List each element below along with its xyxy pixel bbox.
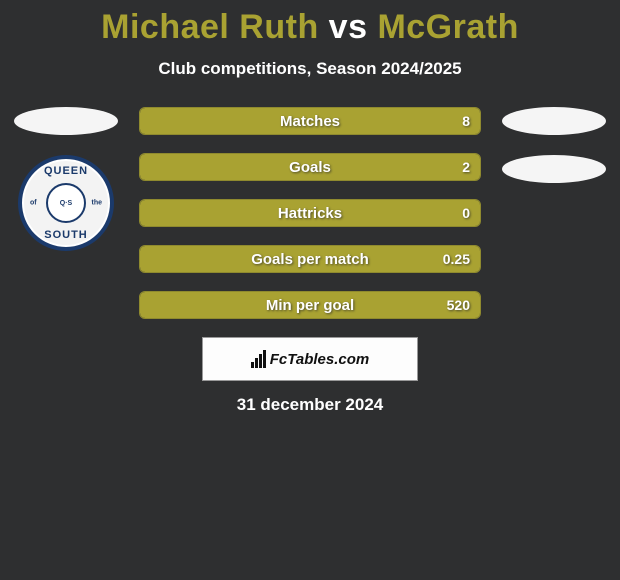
bar-value-right: 0.25: [443, 251, 470, 267]
subtitle: Club competitions, Season 2024/2025: [0, 59, 620, 79]
stat-bars: Matches 8 Goals 2 Hattricks 0 Goals per match 0…: [139, 107, 481, 319]
bar-value-right: 0: [462, 205, 470, 221]
badge-center-icon: Q·S: [46, 183, 86, 223]
player2-photo-slot: [499, 107, 609, 135]
vs-text: vs: [319, 8, 378, 46]
player1-name: Michael Ruth: [101, 8, 319, 46]
date-text: 31 december 2024: [0, 395, 620, 415]
bar-label: Goals per match: [251, 251, 369, 268]
bar-value-right: 8: [462, 113, 470, 129]
bar-label: Matches: [280, 113, 340, 130]
badge-text-top: QUEEN: [22, 165, 110, 177]
right-column: [499, 107, 609, 183]
comparison-infographic: Michael Ruth vs McGrath Club competition…: [0, 0, 620, 415]
ellipse-placeholder-icon: [502, 155, 606, 183]
main-row: QUEEN of Q·S the SOUTH Matches 8 Goals 2 Hat…: [0, 107, 620, 319]
player2-name: McGrath: [377, 8, 518, 46]
bar-value-right: 520: [447, 297, 470, 313]
stat-bar: Hattricks 0: [139, 199, 481, 227]
site-name: FcTables.com: [270, 351, 369, 368]
ellipse-placeholder-icon: [14, 107, 118, 135]
stat-bar: Matches 8: [139, 107, 481, 135]
ellipse-placeholder-icon: [502, 107, 606, 135]
badge-text-right: the: [92, 200, 103, 207]
source-attribution: FcTables.com: [202, 337, 418, 381]
bar-label: Hattricks: [278, 205, 342, 222]
player1-club-badge: QUEEN of Q·S the SOUTH: [18, 155, 114, 251]
stat-bar: Goals per match 0.25: [139, 245, 481, 273]
left-column: QUEEN of Q·S the SOUTH: [11, 107, 121, 251]
bar-label: Min per goal: [266, 297, 354, 314]
badge-text-left: of: [30, 200, 37, 207]
page-title: Michael Ruth vs McGrath: [0, 8, 620, 47]
player2-club-badge-slot: [499, 155, 609, 183]
stat-bar: Min per goal 520: [139, 291, 481, 319]
bar-label: Goals: [289, 159, 331, 176]
player1-photo-slot: [11, 107, 121, 135]
bar-value-right: 2: [462, 159, 470, 175]
stat-bar: Goals 2: [139, 153, 481, 181]
badge-text-bot: SOUTH: [22, 229, 110, 241]
fctables-logo: FcTables.com: [251, 350, 369, 368]
bar-chart-icon: [251, 350, 266, 368]
